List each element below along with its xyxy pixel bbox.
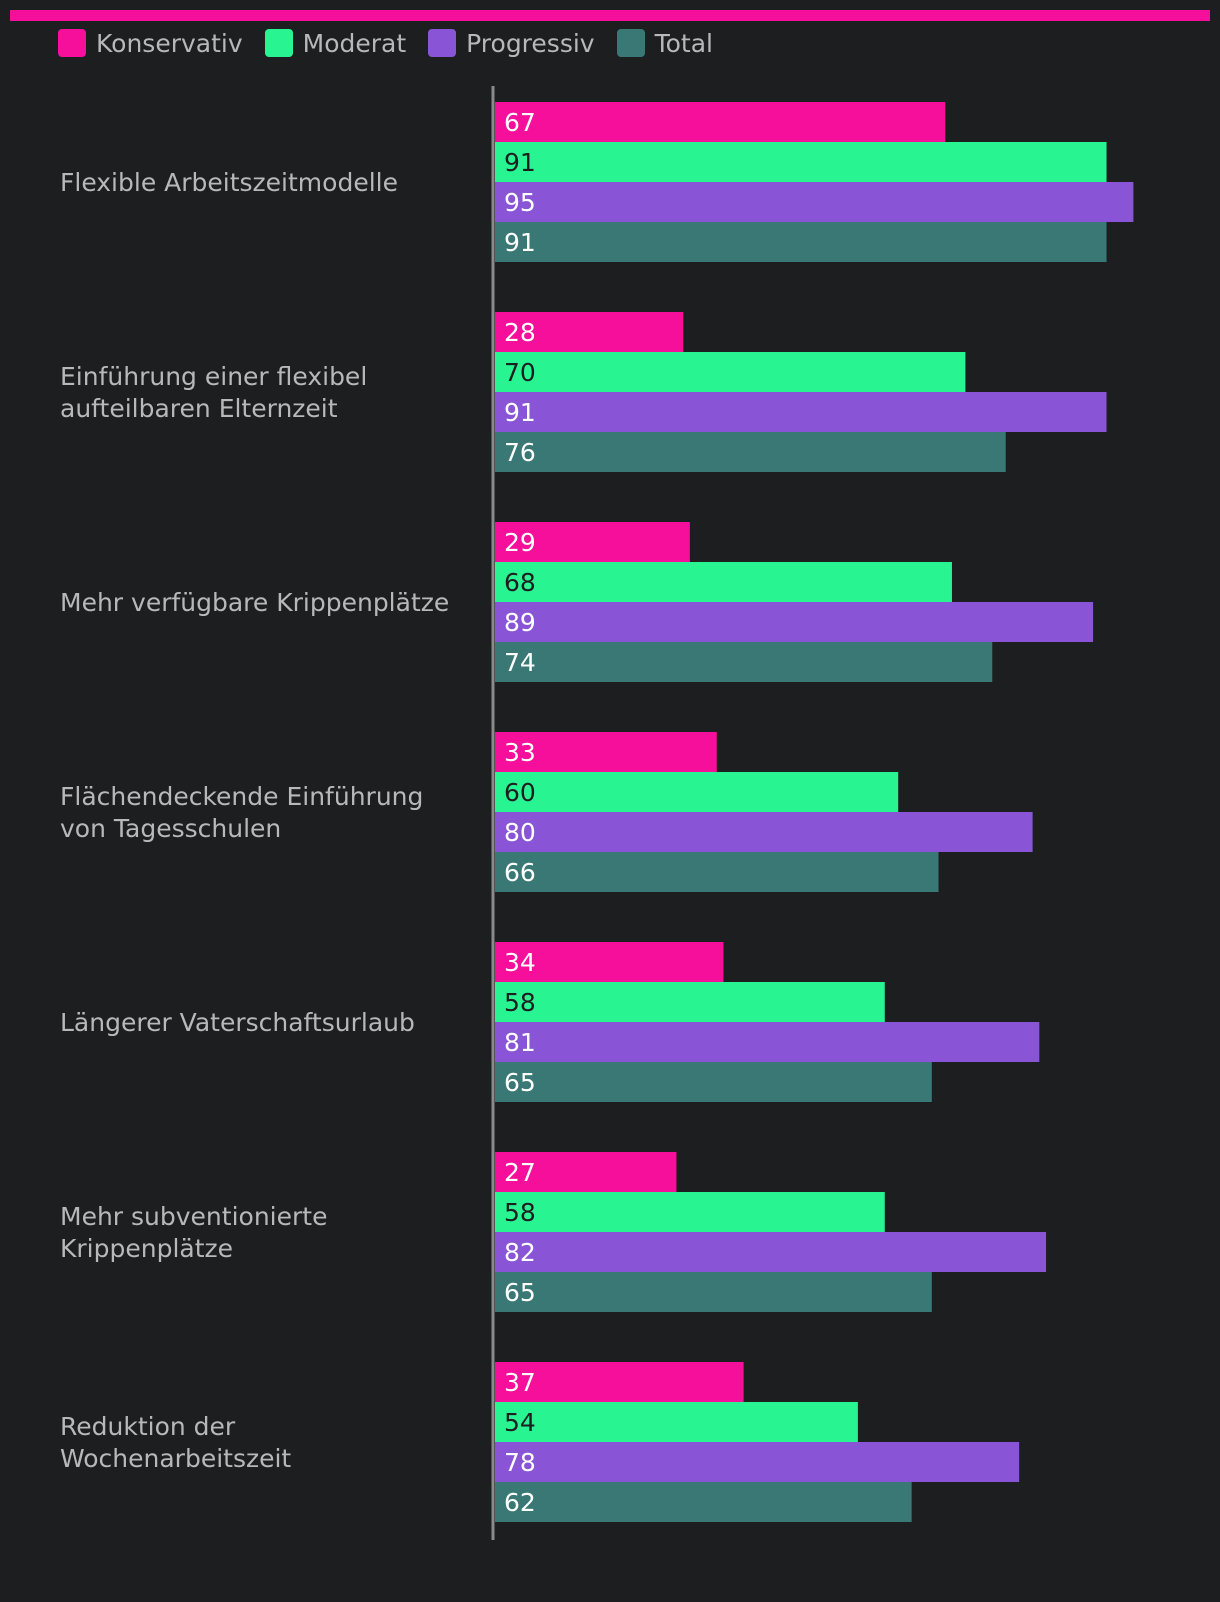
category-label: von Tagesschulen — [60, 814, 281, 843]
bar-progressiv — [495, 812, 1033, 852]
bar-moderat — [495, 142, 1107, 182]
bar-total — [495, 642, 993, 682]
bar-value-label: 60 — [504, 778, 536, 807]
legend-item-total: Total — [616, 28, 713, 58]
legend-item-moderat: Moderat — [264, 28, 407, 58]
bar-value-label: 95 — [504, 188, 536, 217]
bar-value-label: 33 — [504, 738, 536, 767]
bar-progressiv — [495, 1232, 1047, 1272]
legend-item-konservativ: Konservativ — [58, 29, 243, 58]
bar-value-label: 65 — [504, 1068, 536, 1097]
bar-moderat — [495, 772, 899, 812]
bar-value-label: 74 — [504, 648, 536, 677]
bar-value-label: 66 — [504, 858, 536, 887]
category-label: Flächendeckende Einführung — [60, 782, 423, 811]
bar-value-label: 80 — [504, 818, 536, 847]
category-label: Mehr subventionierte — [60, 1202, 327, 1231]
bar-konservativ — [495, 942, 724, 982]
bar-konservativ — [495, 312, 684, 352]
legend: Konservativ Moderat Progressiv Total — [58, 26, 735, 60]
bar-value-label: 91 — [504, 148, 536, 177]
bar-value-label: 65 — [504, 1278, 536, 1307]
bar-value-label: 91 — [504, 398, 536, 427]
bar-value-label: 82 — [504, 1238, 536, 1267]
bar-value-label: 89 — [504, 608, 536, 637]
bar-total — [495, 1062, 932, 1102]
bar-moderat — [495, 1192, 885, 1232]
bar-total — [495, 1482, 912, 1522]
bar-value-label: 62 — [504, 1488, 536, 1517]
legend-swatch — [58, 29, 86, 57]
bar-moderat — [495, 982, 885, 1022]
bar-value-label: 34 — [504, 948, 536, 977]
category-label: Flexible Arbeitszeitmodelle — [60, 168, 398, 197]
category-label: Längerer Vaterschaftsurlaub — [60, 1008, 415, 1037]
legend-item-progressiv: Progressiv — [428, 28, 595, 58]
bar-value-label: 91 — [504, 228, 536, 257]
bar-value-label: 76 — [504, 438, 536, 467]
legend-label: Total — [654, 28, 713, 58]
bar-total — [495, 852, 939, 892]
bar-progressiv — [495, 392, 1107, 432]
bar-value-label: 54 — [504, 1408, 536, 1437]
bar-progressiv — [495, 1022, 1040, 1062]
category-label: Reduktion der — [60, 1412, 236, 1441]
bar-progressiv — [495, 602, 1094, 642]
bar-moderat — [495, 1402, 858, 1442]
legend-label: Konservativ — [96, 28, 243, 58]
bar-value-label: 28 — [504, 318, 536, 347]
category-label: Krippenplätze — [60, 1234, 233, 1263]
bar-value-label: 68 — [504, 568, 536, 597]
bar-konservativ — [495, 102, 946, 142]
bar-progressiv — [495, 1442, 1020, 1482]
bar-value-label: 67 — [504, 108, 536, 137]
bar-value-label: 78 — [504, 1448, 536, 1477]
category-label: Mehr verfügbare Krippenplätze — [60, 588, 449, 617]
bar-moderat — [495, 352, 966, 392]
bar-value-label: 58 — [504, 1198, 536, 1227]
bar-value-label: 37 — [504, 1368, 536, 1397]
category-label: aufteilbaren Elternzeit — [60, 394, 338, 423]
bar-value-label: 81 — [504, 1028, 536, 1057]
bar-value-label: 70 — [504, 358, 536, 387]
accent-bar — [10, 10, 1210, 21]
bar-total — [495, 432, 1006, 472]
bar-konservativ — [495, 522, 690, 562]
bar-value-label: 58 — [504, 988, 536, 1017]
legend-swatch — [264, 29, 293, 57]
category-label: Wochenarbeitszeit — [60, 1444, 291, 1473]
bar-progressiv — [495, 182, 1134, 222]
category-label: Einführung einer flexibel — [60, 362, 367, 391]
bar-value-label: 29 — [504, 528, 536, 557]
bar-value-label: 27 — [504, 1158, 536, 1187]
bar-total — [495, 1272, 932, 1312]
legend-swatch — [616, 29, 645, 57]
bar-moderat — [495, 562, 952, 602]
legend-label: Moderat — [302, 28, 407, 58]
legend-label: Progressiv — [466, 28, 595, 58]
legend-swatch — [428, 29, 457, 57]
bar-konservativ — [495, 1362, 744, 1402]
bar-konservativ — [495, 732, 717, 772]
bar-konservativ — [495, 1152, 677, 1192]
bar-total — [495, 222, 1107, 262]
